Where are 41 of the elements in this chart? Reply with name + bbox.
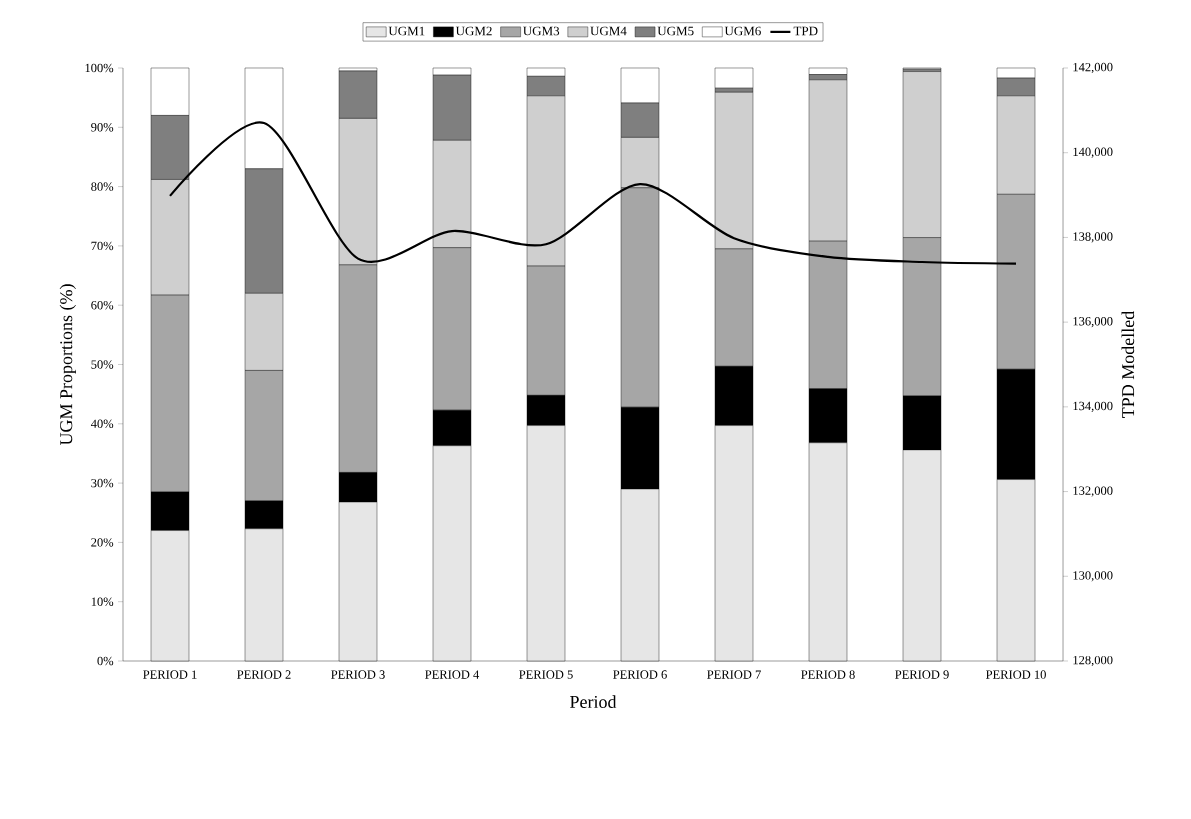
x-tick-label: PERIOD 2 bbox=[237, 670, 291, 679]
y-tick-label: 90% bbox=[91, 123, 114, 132]
y-tick-label: 30% bbox=[91, 478, 114, 488]
y2-tick-label: 138,000 bbox=[1073, 232, 1113, 243]
y2-tick-label: 134,000 bbox=[1073, 401, 1113, 412]
y2-tick-label: 140,000 bbox=[1073, 147, 1113, 158]
y2-axis-title: TPD Modelled bbox=[1121, 310, 1135, 418]
y-tick-label: 0% bbox=[97, 656, 114, 666]
bar bbox=[714, 67, 754, 89]
y2-tick-label: 128,000 bbox=[1073, 655, 1113, 667]
y-tick-label: 50% bbox=[91, 360, 114, 369]
y-tick-label: 100% bbox=[85, 63, 114, 73]
y2-tick-label: 142,000 bbox=[1073, 62, 1113, 74]
x-tick-label: PERIOD 10 bbox=[985, 670, 1046, 679]
x-tick-label: PERIOD 8 bbox=[801, 670, 855, 679]
legend-label: UGM5 bbox=[657, 26, 694, 36]
y-tick-label: 60% bbox=[91, 300, 114, 310]
bar bbox=[808, 67, 848, 75]
y-tick-label: 70% bbox=[91, 241, 114, 251]
x-tick-label: PERIOD 3 bbox=[331, 670, 385, 679]
x-tick-label: PERIOD 1 bbox=[143, 670, 197, 679]
y2-tick-label: 136,000 bbox=[1073, 317, 1113, 328]
x-tick-label: PERIOD 7 bbox=[707, 670, 761, 679]
y-tick-label: 80% bbox=[91, 182, 114, 191]
legend-label: TPD bbox=[793, 26, 818, 36]
x-tick-label: PERIOD 9 bbox=[895, 670, 949, 679]
x-tick-label: PERIOD 6 bbox=[613, 670, 667, 679]
y-tick-label: 20% bbox=[91, 538, 114, 547]
legend-label: UGM3 bbox=[523, 26, 560, 36]
legend-label: UGM2 bbox=[455, 26, 492, 36]
x-axis-title: Period bbox=[570, 695, 617, 708]
y2-tick-label: 132,000 bbox=[1073, 486, 1113, 497]
x-tick-label: PERIOD 5 bbox=[519, 670, 573, 679]
y-axis-title: UGM Proportions (%) bbox=[59, 284, 76, 446]
y-tick-label: 40% bbox=[90, 419, 114, 429]
legend-label: UGM4 bbox=[590, 26, 627, 36]
legend-label: UGM6 bbox=[724, 26, 761, 36]
y-tick-label: 10% bbox=[91, 597, 114, 606]
x-tick-label: PERIOD 4 bbox=[425, 670, 480, 679]
legend-label: UGM1 bbox=[388, 26, 425, 36]
y2-tick-label: 130,000 bbox=[1073, 571, 1113, 582]
